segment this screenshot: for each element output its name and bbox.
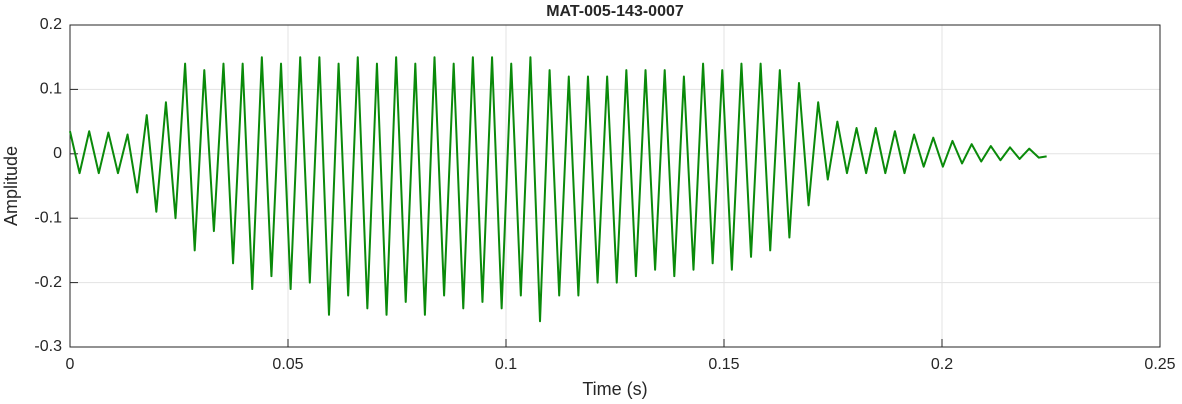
axes-box [69,24,1161,348]
y-tick-label: -0.3 [34,338,62,355]
x-tick-label: 0 [66,356,75,373]
chart-title: MAT-005-143-0007 [546,3,684,20]
plot-area [70,25,1160,347]
x-tick-label: 0.25 [1144,356,1175,373]
x-tick-label: 0.15 [708,356,739,373]
x-tick-label: 0.05 [272,356,303,373]
x-axis-label: Time (s) [582,379,647,399]
y-tick-label: -0.1 [34,209,62,226]
y-tick-label: -0.2 [34,274,62,291]
waveform-line [69,56,1047,323]
x-tick-label: 0.2 [931,356,953,373]
x-tick-label: 0.1 [495,356,517,373]
y-tick-label: 0.2 [40,16,62,33]
y-axis-label: Amplitude [1,146,21,226]
y-tick-label: 0 [53,145,62,162]
y-tick-label: 0.1 [40,81,62,98]
